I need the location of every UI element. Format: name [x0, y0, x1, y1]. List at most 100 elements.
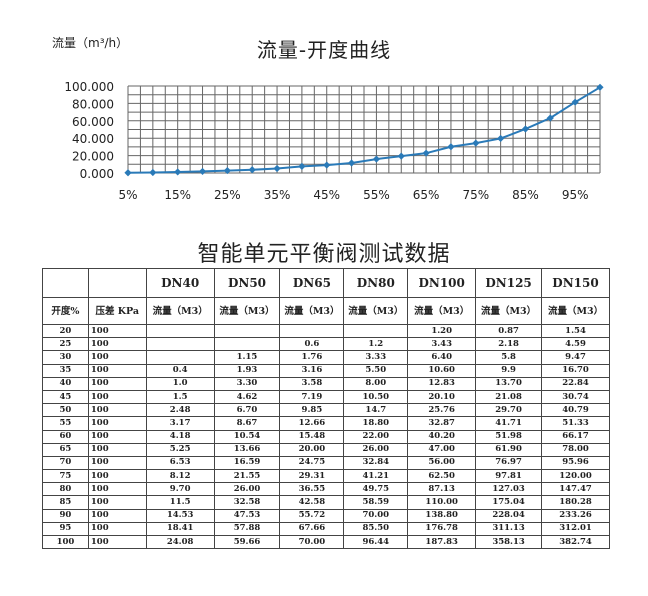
opening-cell: 90: [42, 508, 89, 523]
flow-cell: 29.70: [475, 403, 543, 418]
model-header: DN80: [343, 268, 409, 298]
table-row: 100 100 24.08 59.66 70.00 96.44 187.83 358.13 38…: [42, 534, 610, 550]
pressure-cell: 100: [87, 350, 147, 365]
opening-cell: 40: [42, 376, 89, 391]
flow-column-header: 流量（M3）: [541, 297, 610, 325]
table-row: 95 100 18.41 57.88 67.66 85.50 176.78 311.13 312…: [42, 521, 610, 537]
data-point: [174, 168, 182, 176]
flow-cell: 70.00: [343, 508, 409, 523]
flow-cell: 1.15: [213, 350, 281, 365]
flow-cell: 41.71: [475, 416, 543, 431]
chart-plot: 0.000 20.000 40.000 60.000 80.000 100.000 5% 15…: [64, 80, 604, 202]
data-point: [546, 114, 554, 122]
flow-cell: 120.00: [541, 469, 610, 484]
flow-cell: 70.00: [279, 534, 345, 550]
flow-cell: 21.55: [213, 469, 281, 484]
table-row: 40 100 1.0 3.30 3.58 8.00 12.83 13.70 22.84: [42, 376, 610, 391]
flow-cell: 5.8: [475, 350, 543, 365]
data-point: [372, 155, 381, 163]
data-point: [497, 134, 505, 143]
flow-cell: 21.08: [475, 389, 543, 405]
table-row: 25 100 0.6 1.2 3.43 2.18 4.59: [42, 337, 610, 352]
model-header: DN125: [475, 268, 543, 298]
opening-cell: 45: [42, 389, 89, 405]
flow-cell: 233.26: [541, 508, 610, 523]
flow-cell: 32.58: [213, 495, 281, 510]
flow-cell: 26.00: [343, 442, 409, 457]
flow-cell: 26.00: [213, 482, 281, 497]
flow-cell: 14.53: [145, 508, 215, 523]
y-tick-label: 100.000: [64, 80, 114, 94]
flow-cell: [213, 323, 281, 339]
test-data-table: DN40 DN50 DN65 DN80 DN100 DN125 DN150 开度…: [42, 268, 610, 550]
flow-cell: 3.30: [213, 376, 281, 391]
flow-cell: 76.97: [475, 455, 543, 471]
data-point: [521, 125, 530, 133]
opening-cell: 85: [42, 495, 89, 510]
flow-cell: 22.00: [343, 429, 409, 444]
flow-cell: 9.9: [475, 363, 543, 378]
pressure-cell: 100: [87, 521, 147, 537]
data-point: [571, 98, 579, 106]
table-row: 60 100 4.18 10.54 15.48 22.00 40.20 51.98 66.17: [42, 429, 610, 444]
table-row: 30 100 1.15 1.76 3.33 6.40 5.8 9.47: [42, 350, 610, 365]
x-tick-label: 65%: [413, 188, 440, 202]
flow-cell: 30.74: [541, 389, 610, 405]
pressure-cell: 100: [87, 416, 147, 431]
flow-cell: [145, 337, 215, 352]
flow-cell: 3.33: [343, 350, 409, 365]
flow-cell: 15.48: [279, 429, 345, 444]
flow-cell: 16.59: [213, 455, 281, 471]
opening-cell: 60: [42, 429, 89, 444]
flow-cell: [213, 337, 281, 352]
flow-cell: 96.44: [343, 534, 409, 550]
flow-cell: 56.00: [407, 455, 477, 471]
flow-cell: 55.72: [279, 508, 345, 523]
table-row: 55 100 3.17 8.67 12.66 18.80 32.87 41.71 51.33: [42, 416, 610, 431]
data-point: [149, 168, 157, 177]
x-tick-label: 55%: [363, 188, 390, 202]
table-row: 35 100 0.4 1.93 3.16 5.50 10.60 9.9 16.70: [42, 363, 610, 378]
flow-cell: [343, 323, 409, 339]
flow-column-header: 流量（M3）: [213, 297, 281, 325]
flow-cell: 8.67: [213, 416, 281, 431]
flow-cell: 85.50: [343, 521, 409, 537]
x-tick-label: 15%: [164, 188, 191, 202]
flow-opening-chart: 流量（m³/h） 流量-开度曲线 0.000 20.000 40.000 60.000…: [0, 0, 648, 215]
flow-cell: 61.90: [475, 442, 543, 457]
flow-cell: 1.0: [145, 376, 215, 391]
flow-cell: 1.2: [343, 337, 409, 352]
x-tick-label: 75%: [462, 188, 489, 202]
table-title: 智能单元平衡阀测试数据: [197, 242, 451, 267]
flow-cell: 1.5: [145, 389, 215, 405]
flow-cell: 1.20: [407, 323, 477, 339]
flow-column-header: 流量（M3）: [279, 297, 345, 325]
flow-cell: 1.93: [213, 363, 281, 378]
flow-cell: 66.17: [541, 429, 610, 444]
flow-cell: 58.59: [343, 495, 409, 510]
data-point: [323, 161, 331, 169]
flow-cell: 7.19: [279, 389, 345, 405]
flow-cell: 14.7: [343, 403, 409, 418]
flow-cell: 47.53: [213, 508, 281, 523]
flow-cell: 12.66: [279, 416, 345, 431]
flow-cell: 2.18: [475, 337, 543, 352]
pressure-cell: 100: [87, 403, 147, 418]
flow-cell: 22.84: [541, 376, 610, 391]
flow-column-header: 流量（M3）: [407, 297, 477, 325]
flow-cell: 20.00: [279, 442, 345, 457]
model-header: DN65: [279, 268, 345, 298]
flow-cell: 4.62: [213, 389, 281, 405]
y-tick-label: 40.000: [72, 132, 114, 146]
data-point: [248, 166, 256, 174]
flow-cell: 13.66: [213, 442, 281, 457]
flow-cell: 11.5: [145, 495, 215, 510]
flow-cell: 3.17: [145, 416, 215, 431]
x-tick-label: 5%: [118, 188, 137, 202]
model-header: DN100: [407, 268, 477, 298]
flow-cell: 5.50: [343, 363, 409, 378]
flow-cell: 95.96: [541, 455, 610, 471]
flow-cell: 51.98: [475, 429, 543, 444]
flow-cell: 29.31: [279, 469, 345, 484]
model-header: DN50: [213, 268, 281, 298]
